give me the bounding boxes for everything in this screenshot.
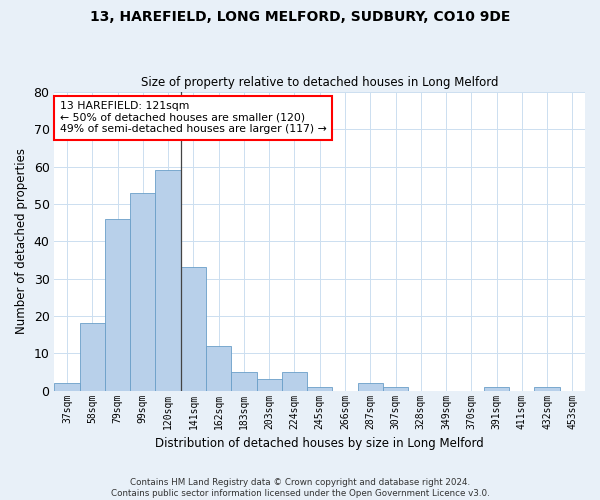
Bar [307,387,332,390]
Bar [105,219,130,390]
X-axis label: Distribution of detached houses by size in Long Melford: Distribution of detached houses by size … [155,437,484,450]
Y-axis label: Number of detached properties: Number of detached properties [15,148,28,334]
Bar [155,170,181,390]
Title: Size of property relative to detached houses in Long Melford: Size of property relative to detached ho… [141,76,499,90]
Bar [55,383,80,390]
Text: 13, HAREFIELD, LONG MELFORD, SUDBURY, CO10 9DE: 13, HAREFIELD, LONG MELFORD, SUDBURY, CO… [90,10,510,24]
Bar [358,383,383,390]
Bar [80,324,105,390]
Bar [257,380,282,390]
Bar [535,387,560,390]
Bar [383,387,408,390]
Text: Contains HM Land Registry data © Crown copyright and database right 2024.
Contai: Contains HM Land Registry data © Crown c… [110,478,490,498]
Bar [484,387,509,390]
Bar [206,346,231,391]
Bar [181,268,206,390]
Text: 13 HAREFIELD: 121sqm
← 50% of detached houses are smaller (120)
49% of semi-deta: 13 HAREFIELD: 121sqm ← 50% of detached h… [60,101,326,134]
Bar [282,372,307,390]
Bar [130,193,155,390]
Bar [231,372,257,390]
